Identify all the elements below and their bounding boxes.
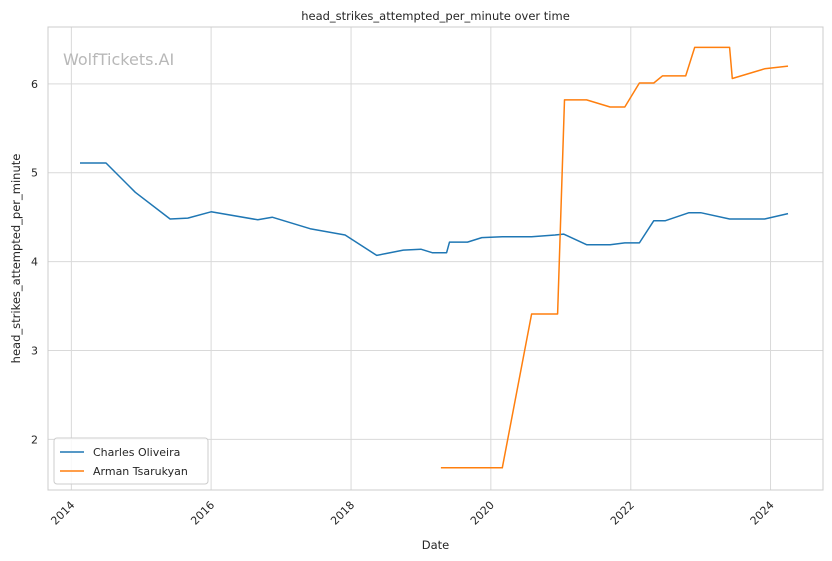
- watermark-text: WolfTickets.AI: [63, 50, 174, 69]
- y-tick-label: 2: [31, 433, 38, 446]
- y-tick-label: 4: [31, 256, 38, 269]
- x-tick-labels: 2014 2016 2018 2020 2022 2024: [48, 499, 776, 528]
- plot-frame: [47, 26, 824, 491]
- y-tick-label: 5: [31, 167, 38, 180]
- x-tick-label: 2022: [608, 499, 637, 528]
- x-axis-label: Date: [422, 538, 450, 552]
- plot-background: [48, 27, 823, 490]
- x-tick-label: 2024: [748, 499, 777, 528]
- x-tick-label: 2016: [188, 499, 217, 528]
- series-line-arman-tsarukyan: [440, 46, 789, 469]
- x-tick-label: 2020: [468, 499, 497, 528]
- legend-box: [53, 437, 209, 485]
- series-lines: [80, 46, 789, 469]
- y-tick-label: 3: [31, 344, 38, 357]
- y-axis-label: head_strikes_attempted_per_minute: [9, 154, 23, 364]
- y-tick-labels: 2 3 4 5 6: [31, 78, 38, 446]
- x-tick-label: 2018: [328, 499, 357, 528]
- chart-title: head_strikes_attempted_per_minute over t…: [301, 9, 570, 23]
- series-line-charles-oliveira: [80, 162, 789, 257]
- vertical-gridlines: [70, 27, 772, 490]
- x-tick-label: 2014: [48, 499, 77, 528]
- legend-label-arman-tsarukyan: Arman Tsarukyan: [93, 465, 188, 478]
- y-tick-label: 6: [31, 78, 38, 91]
- legend-label-charles-oliveira: Charles Oliveira: [93, 446, 180, 459]
- legend: Charles Oliveira Arman Tsarukyan: [53, 437, 209, 485]
